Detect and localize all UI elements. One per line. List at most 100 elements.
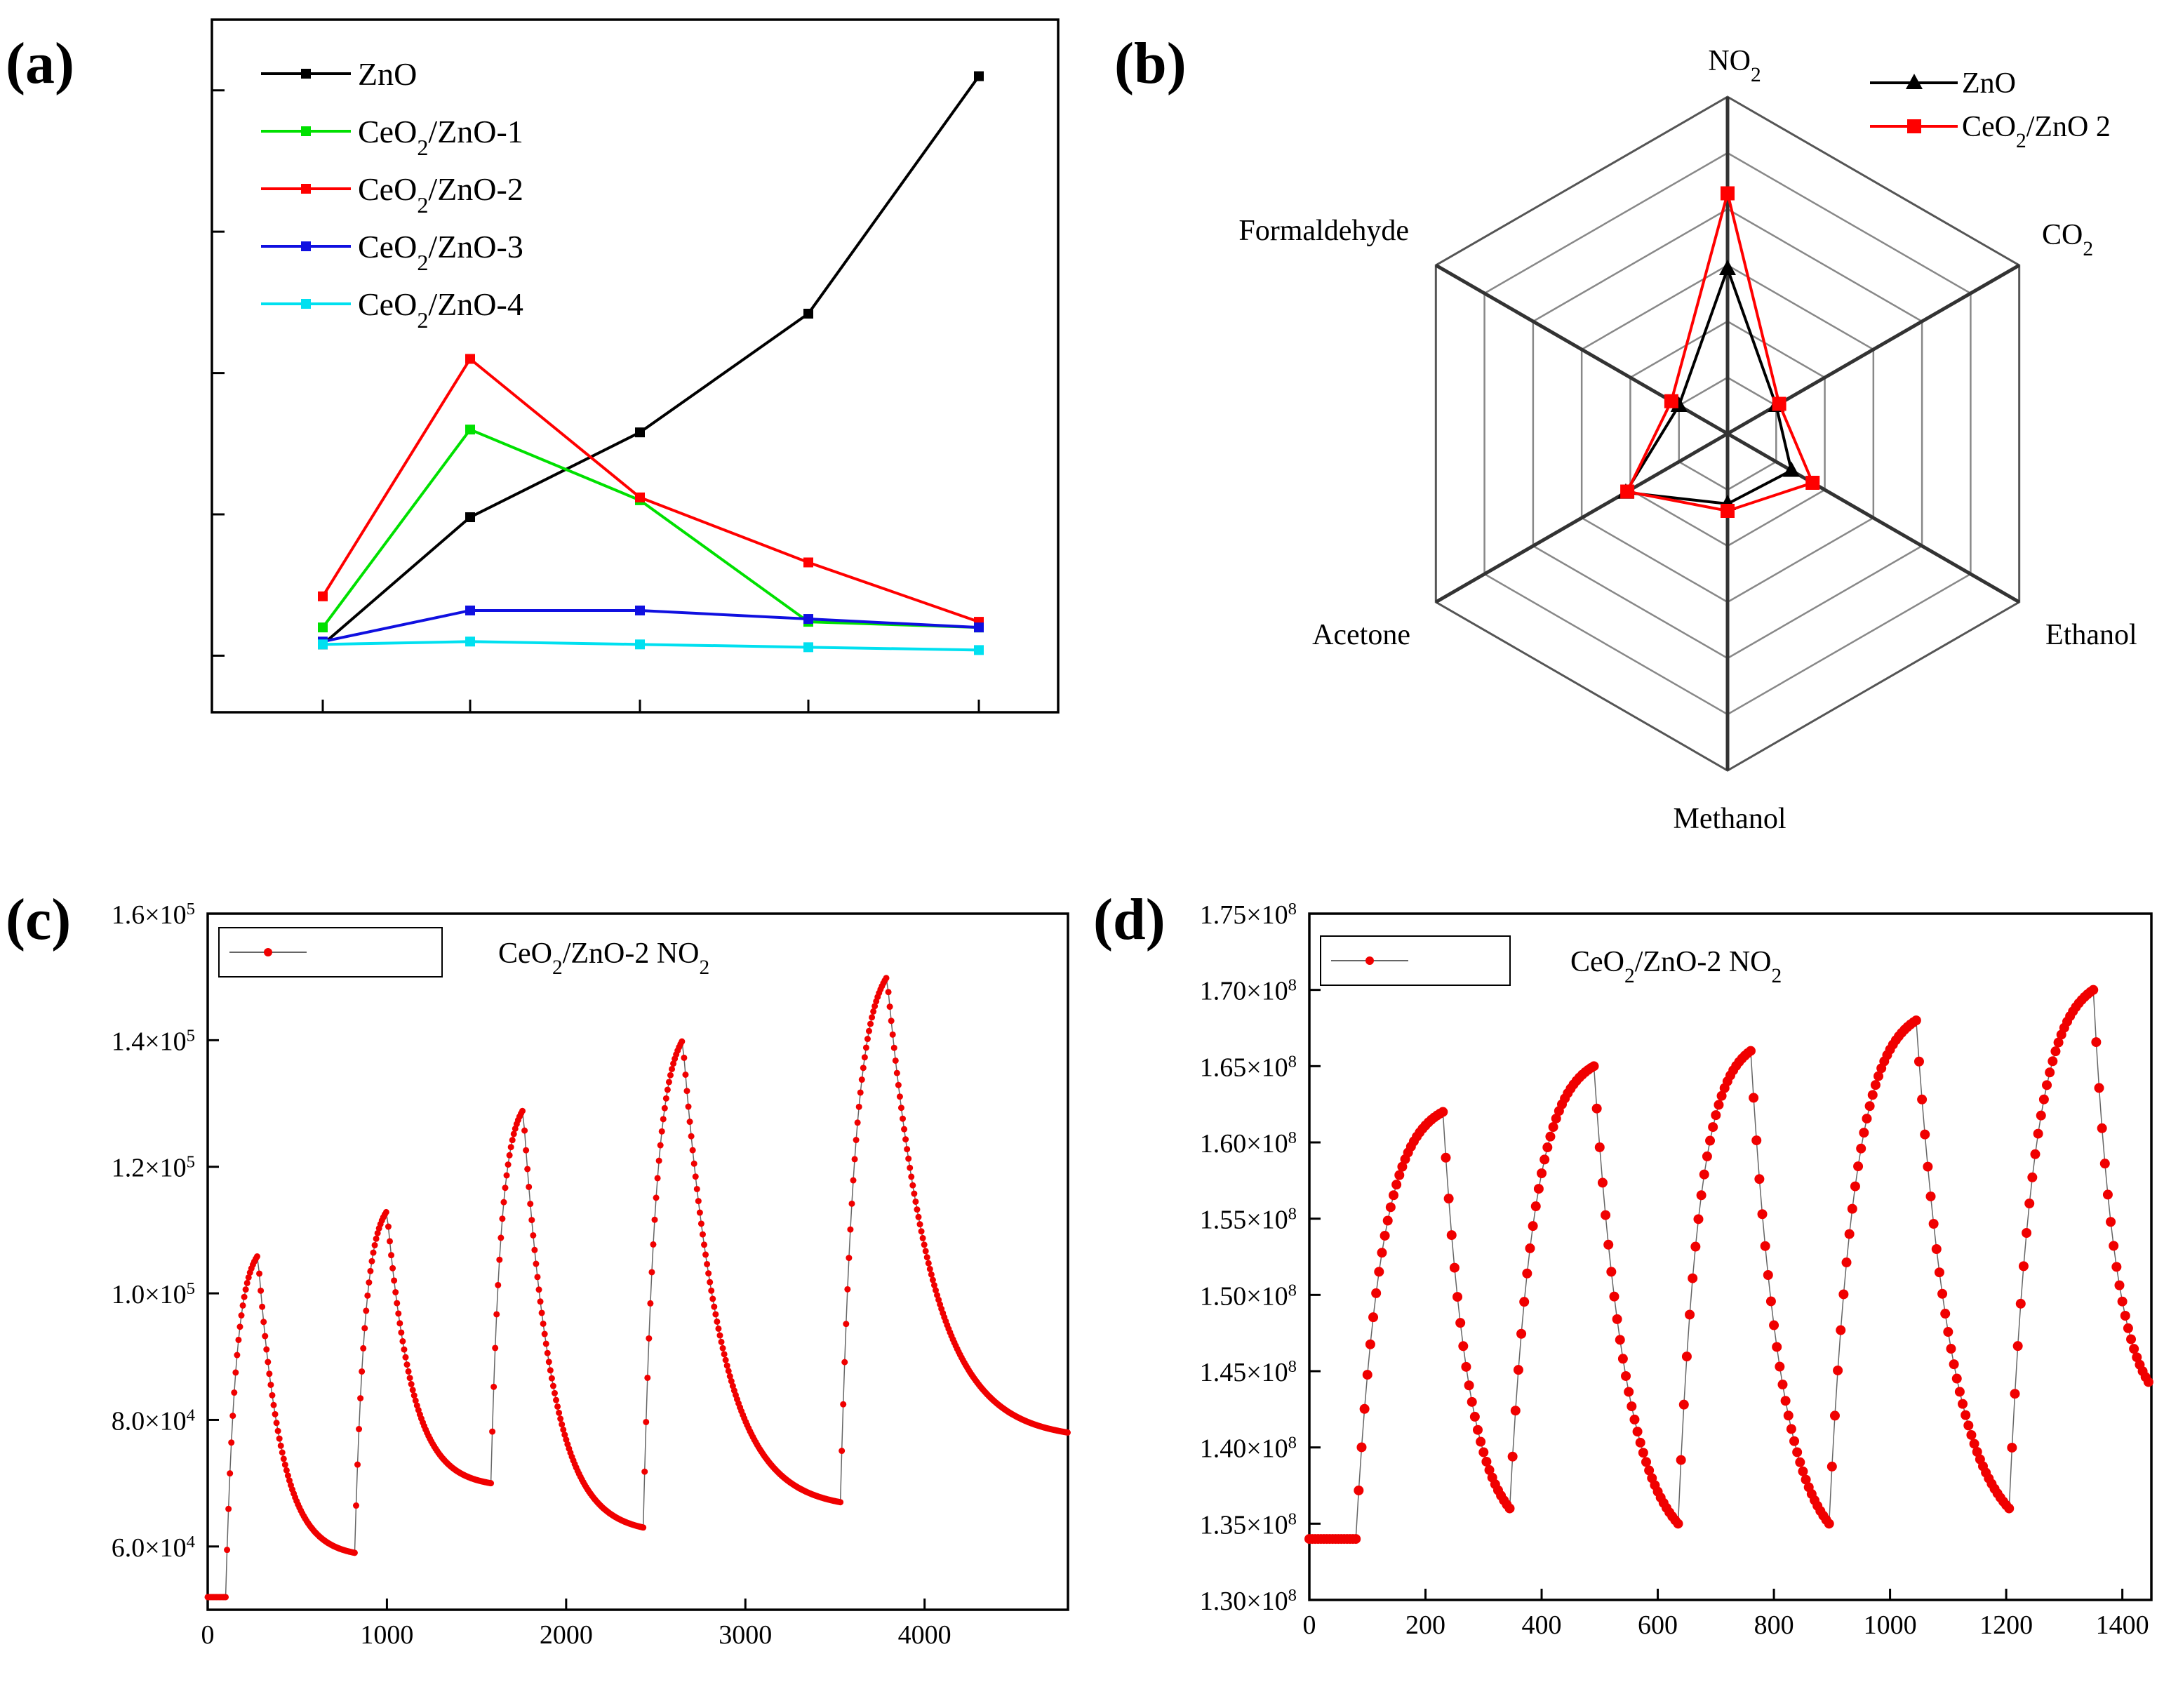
resistance-point	[839, 1448, 846, 1455]
resistance-point	[646, 1335, 653, 1342]
resistance-point	[2004, 1503, 2015, 1514]
legend-label-main: CeO	[358, 114, 417, 149]
y-tick-label: 8.0×104	[112, 1406, 195, 1436]
resistance-point	[1867, 1090, 1878, 1100]
resistance-point	[1603, 1239, 1614, 1250]
resistance-point	[1632, 1427, 1643, 1437]
resistance-point	[553, 1396, 560, 1403]
resistance-point	[545, 1359, 552, 1366]
resistance-point	[916, 1221, 923, 1228]
resistance-point	[1844, 1229, 1855, 1239]
y-tick-mantissa: 8.0×10	[112, 1406, 187, 1436]
resistance-point	[535, 1286, 542, 1293]
resistance-point	[530, 1232, 537, 1239]
resistance-point	[926, 1265, 933, 1272]
resistance-point	[2091, 1037, 2102, 1048]
resistance-point	[388, 1252, 395, 1259]
resistance-point	[507, 1144, 514, 1151]
resistance-point	[266, 1370, 273, 1377]
resistance-point	[665, 1079, 672, 1086]
y-tick-mantissa: 1.45×10	[1200, 1358, 1288, 1387]
radar-axis	[1726, 432, 2020, 604]
resistance-point	[1949, 1359, 1959, 1370]
resistance-point	[1507, 1451, 1518, 1462]
resistance-point	[1711, 1110, 1721, 1121]
resistance-point	[2129, 1344, 2139, 1354]
resistance-point	[1621, 1370, 1631, 1381]
resistance-point	[1708, 1122, 1718, 1133]
resistance-point	[1862, 1114, 1872, 1124]
resistance-point	[1537, 1168, 1547, 1179]
legend-label-tail: /ZnO 2	[2026, 111, 2111, 143]
legend-label: CeO2/ZnO-1	[358, 114, 523, 160]
resistance-point	[644, 1374, 651, 1381]
resistance-point	[714, 1318, 721, 1325]
resistance-point	[1458, 1341, 1469, 1352]
resistance-point	[1923, 1161, 1933, 1172]
resistance-point	[1542, 1142, 1553, 1153]
resistance-point	[2102, 1189, 2113, 1200]
resistance-point	[256, 1270, 263, 1277]
resistance-point	[723, 1362, 730, 1369]
resistance-point	[366, 1279, 373, 1286]
resistance-point	[269, 1392, 276, 1399]
resistance-point	[1589, 1061, 1599, 1072]
resistance-point	[281, 1461, 288, 1468]
resistance-point	[394, 1300, 401, 1307]
y-tick-label: 6.0×104	[112, 1532, 195, 1563]
title-tail: /ZnO-2 NO	[1635, 946, 1772, 978]
resistance-point	[1380, 1230, 1390, 1241]
resistance-point	[222, 1594, 229, 1601]
resistance-point	[689, 1147, 696, 1154]
y-tick-exponent: 4	[187, 1532, 195, 1551]
resistance-point	[489, 1428, 496, 1435]
y-tick-mantissa: 1.35×10	[1200, 1510, 1288, 1540]
radar-point	[1721, 186, 1735, 201]
data-point	[465, 354, 475, 364]
resistance-point	[537, 1298, 544, 1305]
resistance-point	[1792, 1447, 1803, 1457]
y-tick-mantissa: 1.50×10	[1200, 1281, 1288, 1311]
resistance-point	[685, 1103, 692, 1110]
resistance-point	[239, 1302, 246, 1309]
resistance-point	[923, 1254, 930, 1261]
data-point	[635, 492, 645, 502]
data-point	[803, 614, 813, 625]
x-tick-label: 1000	[360, 1620, 413, 1650]
resistance-point	[1853, 1161, 1864, 1172]
resistance-point	[519, 1107, 526, 1114]
resistance-point	[701, 1241, 708, 1248]
resistance-point	[277, 1442, 284, 1449]
resistance-point	[1688, 1273, 1698, 1283]
resistance-point	[846, 1255, 853, 1262]
resistance-point	[392, 1288, 399, 1295]
resistance-point	[227, 1470, 234, 1477]
legend-label-main: ZnO	[358, 56, 417, 92]
resistance-point	[2114, 1280, 2125, 1290]
resistance-point	[2042, 1080, 2052, 1090]
resistance-point	[1685, 1309, 1695, 1320]
resistance-point	[1760, 1241, 1770, 1251]
resistance-point	[1714, 1100, 1724, 1110]
resistance-point	[1617, 1354, 1628, 1364]
y-tick-exponent: 8	[1288, 1204, 1297, 1223]
legend-label-main: ZnO	[1962, 67, 2016, 100]
resistance-point	[1751, 1135, 1762, 1146]
resistance-point	[909, 1182, 916, 1189]
resistance-point	[1389, 1190, 1398, 1201]
resistance-point	[1838, 1289, 1849, 1300]
resistance-point	[260, 1319, 267, 1326]
panel-frame	[206, 912, 1069, 1611]
resistance-point	[231, 1389, 238, 1396]
resistance-point	[1826, 1461, 1837, 1472]
resistance-point	[1769, 1320, 1779, 1330]
x-tick-label: 800	[1754, 1610, 1794, 1640]
resistance-point	[1951, 1373, 1962, 1384]
radar-axis-label-main: Methanol	[1674, 803, 1786, 835]
radar-axis-label-main: CO	[2042, 219, 2083, 251]
y-tick-mantissa: 1.55×10	[1200, 1206, 1288, 1235]
resistance-point	[538, 1309, 545, 1316]
resistance-point	[853, 1137, 860, 1144]
resistance-point	[653, 1194, 660, 1201]
resistance-point	[1911, 1015, 1921, 1026]
